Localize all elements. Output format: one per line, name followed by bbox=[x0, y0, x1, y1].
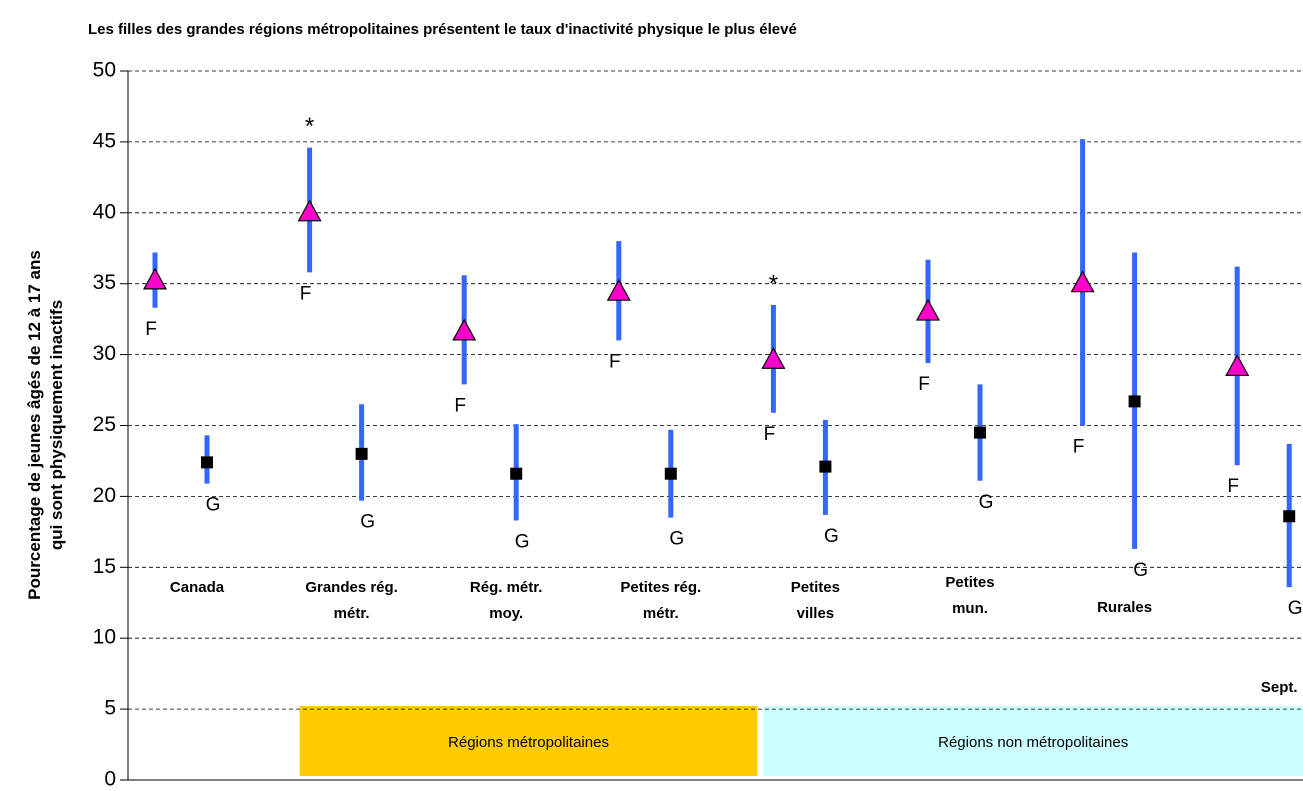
point-marker bbox=[761, 347, 786, 369]
series-label: F bbox=[1227, 476, 1239, 497]
point-marker bbox=[510, 467, 523, 480]
point-marker bbox=[1070, 270, 1095, 293]
y-tick-label: 25 bbox=[93, 413, 116, 436]
series-label: G bbox=[669, 529, 684, 550]
series-label: G bbox=[824, 526, 839, 547]
point-marker bbox=[297, 199, 322, 222]
x-category-label: Rurales bbox=[1097, 599, 1153, 616]
series-label: F bbox=[454, 395, 466, 416]
series-label: G bbox=[206, 495, 221, 516]
y-tick-label: 20 bbox=[93, 484, 116, 507]
series-label: G bbox=[979, 492, 994, 513]
y-tick-label: 45 bbox=[93, 129, 116, 152]
series-label: F bbox=[300, 283, 312, 304]
y-axis-title: Pourcentage de jeunes âgés de 12 à 17 an… bbox=[25, 250, 66, 600]
point-marker bbox=[355, 447, 368, 460]
chart-title: Les filles des grandes régions métropoli… bbox=[88, 21, 797, 38]
series-label: F bbox=[145, 319, 157, 340]
point-marker bbox=[1128, 395, 1141, 408]
y-tick-label: 0 bbox=[104, 768, 116, 791]
point-marker bbox=[664, 467, 677, 480]
point-marker bbox=[606, 278, 631, 301]
y-tick-label: 30 bbox=[93, 342, 116, 365]
x-category-label: Rég. métr. moy. bbox=[469, 579, 543, 622]
group-band bbox=[763, 706, 1303, 776]
point-marker bbox=[915, 298, 941, 321]
series-label: G bbox=[1288, 598, 1303, 619]
significance-marker: * bbox=[305, 113, 314, 140]
series-label: F bbox=[1073, 437, 1085, 458]
series-label: G bbox=[515, 532, 530, 553]
y-tick-label: 35 bbox=[93, 271, 116, 294]
point-marker bbox=[1283, 510, 1296, 523]
series-label: F bbox=[609, 351, 621, 372]
group-label: Régions métropolitaines bbox=[448, 734, 609, 751]
x-category-label: Petites mun. bbox=[945, 574, 995, 617]
point-marker bbox=[452, 318, 477, 341]
x-category-label: Petites rég. métr. bbox=[620, 579, 702, 622]
y-tick-label: 15 bbox=[93, 555, 116, 578]
x-category-label: Petites villes bbox=[790, 579, 840, 622]
x-category-label: Sept. bbox=[1260, 679, 1298, 696]
group-band bbox=[299, 706, 758, 776]
x-category-label: Grandes rég. métr. bbox=[305, 579, 398, 622]
point-marker bbox=[974, 426, 986, 439]
point-marker bbox=[201, 456, 213, 469]
series-label: G bbox=[360, 512, 375, 533]
point-marker bbox=[1225, 354, 1250, 376]
series-label: F bbox=[764, 424, 776, 445]
point-marker bbox=[819, 460, 832, 473]
x-category-label: Canada bbox=[169, 579, 225, 596]
series-label: G bbox=[1133, 560, 1148, 581]
series-label: F bbox=[918, 374, 930, 395]
y-tick-label: 5 bbox=[104, 697, 116, 720]
y-tick-label: 40 bbox=[93, 200, 116, 223]
y-tick-label: 10 bbox=[93, 626, 116, 649]
group-label: Régions non métropolitaines bbox=[938, 734, 1128, 751]
significance-marker: * bbox=[769, 270, 778, 297]
point-marker bbox=[142, 267, 168, 290]
y-tick-label: 50 bbox=[93, 59, 116, 82]
